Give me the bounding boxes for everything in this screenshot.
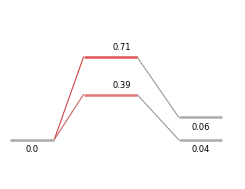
Text: 0.06: 0.06 (191, 123, 210, 132)
Text: 0.71: 0.71 (113, 43, 131, 52)
Text: 0.0: 0.0 (26, 145, 39, 154)
Text: 0.39: 0.39 (113, 81, 131, 90)
Text: 0.04: 0.04 (191, 145, 210, 154)
